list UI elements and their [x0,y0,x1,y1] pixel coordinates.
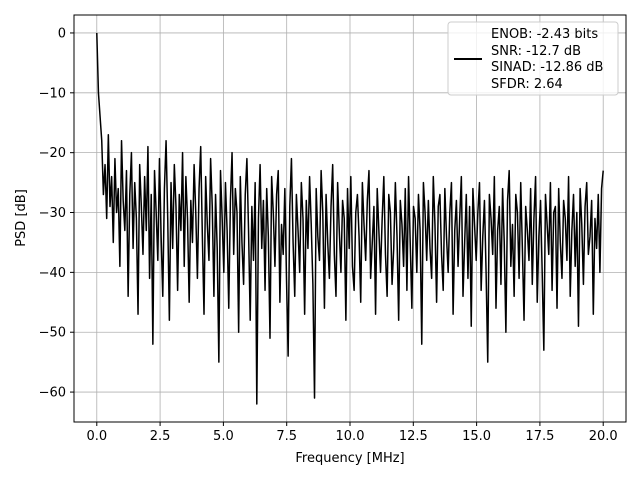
psd-series-line [96,32,604,405]
y-axis-label: PSD [dB] [14,189,29,247]
x-tick-label: 17.5 [525,429,554,444]
y-tick-label: −40 [39,266,66,281]
x-tick-label: 15.0 [462,429,491,444]
x-tick-label: 0.0 [86,429,107,444]
legend-text-snr: SNR: -12.7 dB [491,44,581,59]
plot-area [96,32,604,405]
y-tick-label: −60 [39,386,66,401]
legend-text-sinad: SINAD: -12.86 dB [491,60,603,75]
x-tick-label: 20.0 [589,429,618,444]
legend-box [447,21,619,96]
x-axis-label: Frequency [MHz] [295,451,404,466]
x-tick-label: 5.0 [213,429,234,444]
y-tick-label: −30 [39,206,66,221]
x-axis: 0.0 2.5 5.0 7.5 10.0 12.5 15.0 17.5 20.0 [86,422,618,444]
legend-text-enob: ENOB: -2.43 bits [491,27,598,42]
x-tick-label: 10.0 [336,429,365,444]
y-tick-label: 0 [58,26,66,41]
y-tick-label: −20 [39,146,66,161]
y-tick-label: −10 [39,86,66,101]
legend: ENOB: -2.43 bits SNR: -12.7 dB SINAD: -1… [447,21,619,96]
x-tick-label: 2.5 [150,429,171,444]
x-tick-label: 7.5 [276,429,297,444]
y-axis: 0 −10 −20 −30 −40 −50 −60 [39,26,74,401]
legend-text-sfdr: SFDR: 2.64 [491,77,563,92]
y-tick-label: −50 [39,326,66,341]
x-tick-label: 12.5 [399,429,428,444]
